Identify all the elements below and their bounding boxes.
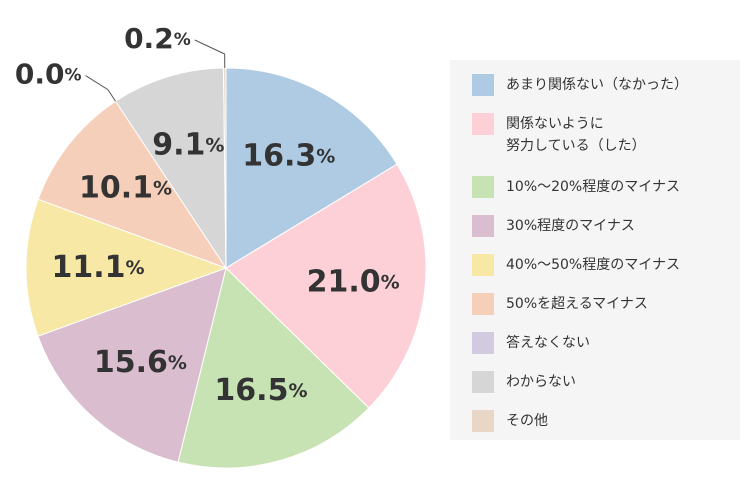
slice-label-4: 11.1% (51, 249, 144, 284)
legend-label-2: 10%〜20%程度のマイナス (506, 179, 680, 195)
legend-item-4: 40%〜50%程度のマイナス (472, 254, 740, 276)
slice-label-6: 0.0% (15, 58, 82, 91)
legend-item-8: その他 (472, 410, 740, 432)
slice-2 (177, 267, 370, 469)
legend-item-0: あまり関係ない（なかった） (472, 74, 740, 96)
legend-swatch-2 (472, 176, 494, 198)
legend-item-5: 50%を超えるマイナス (472, 293, 740, 315)
legend-label-7: わからない (506, 374, 576, 390)
leader-line-6 (85, 75, 116, 102)
slice-3 (37, 267, 227, 463)
slice-labels: 16.3% 21.0% 16.5% 15.6% 11.1% 10.1% 0.0% 9.1% 0.… (15, 22, 400, 408)
legend-item-2: 10%〜20%程度のマイナス (472, 176, 740, 198)
slice-4 (25, 198, 228, 337)
legend-item-3: 30%程度のマイナス (472, 215, 740, 237)
legend-label-3: 30%程度のマイナス (506, 218, 635, 234)
slice-label-3: 15.6% (94, 345, 187, 380)
slice-label-2: 16.5% (214, 373, 307, 408)
legend: あまり関係ない（なかった） 関係ないように 努力している（した） 10%〜20%程度… (450, 60, 740, 440)
pie-slices (25, 67, 427, 469)
slice-5 (37, 100, 228, 269)
legend-item-1: 関係ないように 努力している（した） (472, 113, 740, 157)
legend-swatch-0 (472, 74, 494, 96)
legend-swatch-7 (472, 371, 494, 393)
slice-label-7: 9.1% (152, 127, 224, 162)
leader-line-8 (194, 39, 226, 69)
legend-label-0: あまり関係ない（なかった） (506, 77, 688, 93)
slice-label-5: 10.1% (79, 170, 172, 205)
slice-0 (225, 67, 398, 269)
legend-label-4: 40%〜50%程度のマイナス (506, 257, 680, 273)
slice-label-1: 21.0% (307, 264, 400, 299)
slice-label-0: 16.3% (242, 138, 335, 173)
leader-lines (85, 39, 226, 102)
legend-item-7: わからない (472, 371, 740, 393)
legend-swatch-6 (472, 332, 494, 354)
legend-item-6: 答えなくない (472, 332, 740, 354)
slice-1 (225, 163, 427, 409)
legend-swatch-3 (472, 215, 494, 237)
legend-label-8: その他 (506, 413, 548, 429)
legend-swatch-5 (472, 293, 494, 315)
legend-swatch-8 (472, 410, 494, 432)
legend-label-6: 答えなくない (506, 335, 590, 351)
legend-label-1: 関係ないように 努力している（した） (506, 116, 646, 154)
legend-label-5: 50%を超えるマイナス (506, 296, 648, 312)
slice-7 (114, 67, 227, 270)
legend-swatch-1 (472, 113, 494, 135)
legend-swatch-4 (472, 254, 494, 276)
slice-label-8: 0.2% (124, 22, 191, 55)
